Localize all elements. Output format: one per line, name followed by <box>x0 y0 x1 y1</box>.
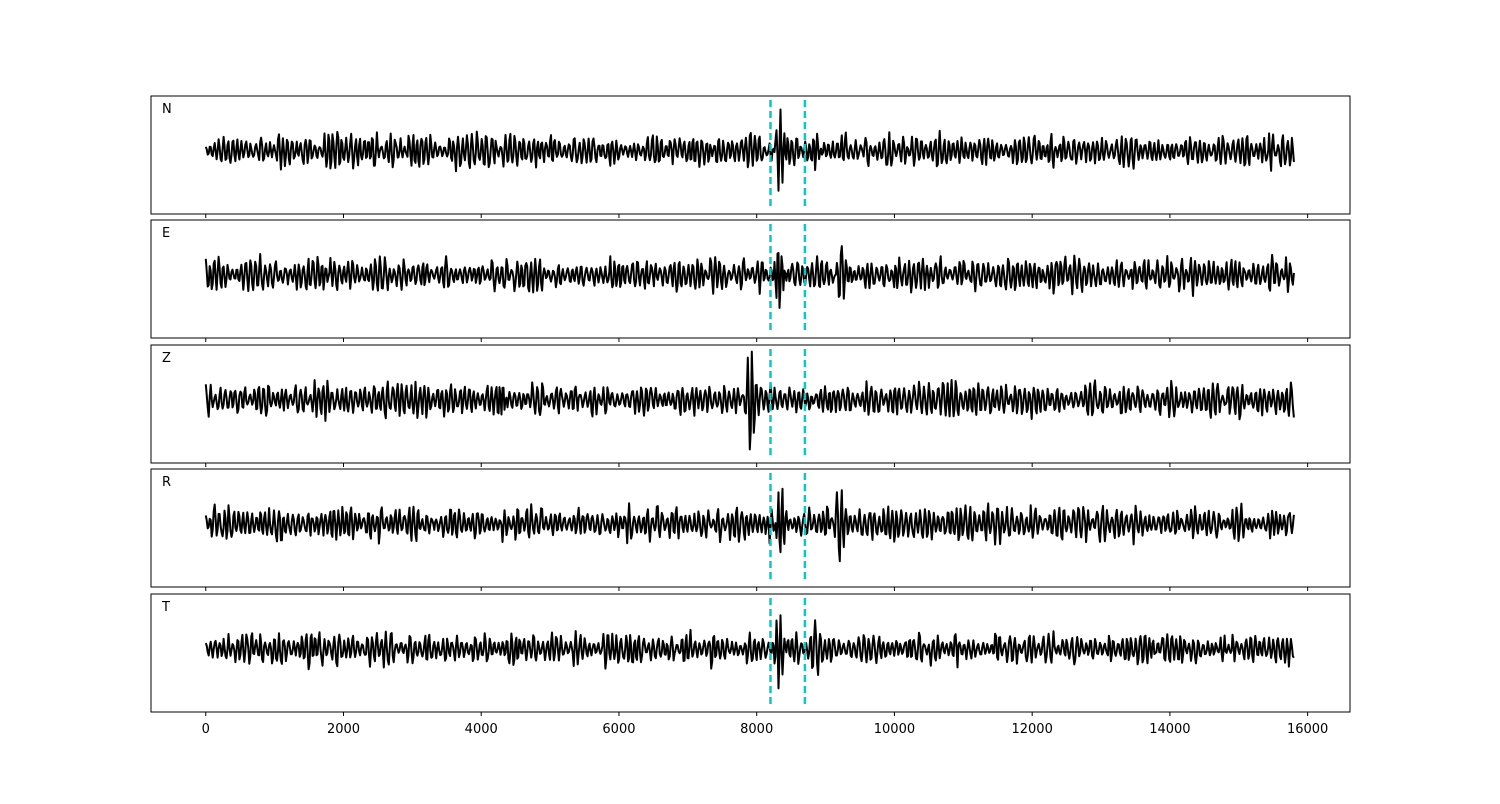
x-tick-label: 6000 <box>602 722 635 737</box>
x-axis: 0 2000 4000 6000 8000 10000 12000 14000 16000 <box>202 722 1329 737</box>
x-tick-label: 16000 <box>1287 722 1328 737</box>
trace-panel-n: N <box>150 95 1351 218</box>
x-tick-label: 8000 <box>740 722 773 737</box>
waveform-n <box>204 108 1295 192</box>
x-tick-label: 10000 <box>874 722 915 737</box>
trace-panel-z: Z <box>150 344 1351 467</box>
x-tick-label: 14000 <box>1149 722 1190 737</box>
trace-panel-r: R <box>150 468 1351 591</box>
trace-panel-e: E <box>150 219 1351 342</box>
x-tick-label: 12000 <box>1011 722 1052 737</box>
component-label: T <box>161 600 170 615</box>
component-label: N <box>162 102 172 117</box>
waveform-e <box>204 245 1295 309</box>
component-label: Z <box>162 351 171 366</box>
x-tick-label: 2000 <box>327 722 360 737</box>
waveform-t <box>204 614 1295 690</box>
component-label: R <box>162 475 171 490</box>
waveform-z <box>204 350 1295 451</box>
trace-panel-t: T <box>150 593 1351 716</box>
component-label: E <box>162 226 170 241</box>
x-tick-label: 0 <box>202 722 210 737</box>
waveform-r <box>204 487 1295 563</box>
x-tick-label: 4000 <box>465 722 498 737</box>
panel-frame <box>150 95 1351 215</box>
